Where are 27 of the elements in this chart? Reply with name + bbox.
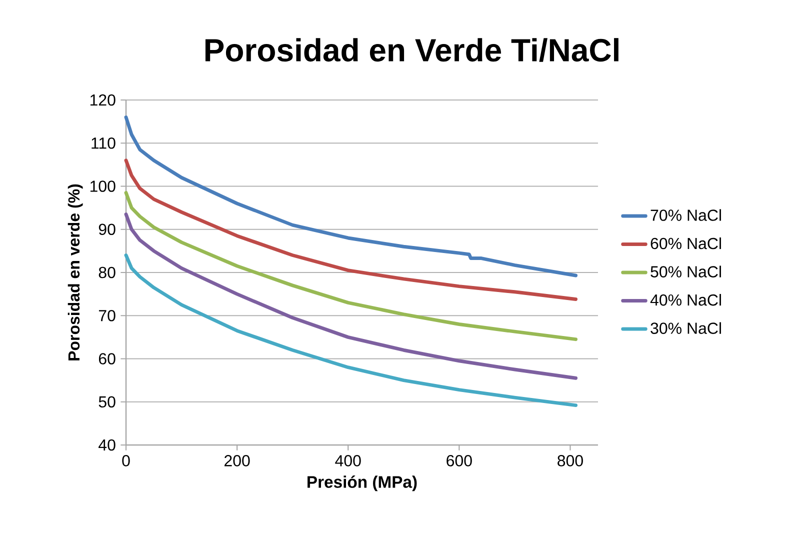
y-tick-label: 60 bbox=[98, 353, 116, 364]
line-series bbox=[124, 190, 578, 342]
x-tick-label: 600 bbox=[446, 455, 472, 466]
x-tick-label: 200 bbox=[224, 455, 250, 466]
y-tick-label: 80 bbox=[98, 266, 116, 278]
y-tick-label: 120 bbox=[90, 94, 116, 106]
line-series bbox=[124, 212, 578, 380]
y-axis-title: Porosidad en verde (%) bbox=[68, 184, 83, 360]
y-tick-label: 70 bbox=[98, 310, 116, 322]
legend-label: 60% NaCl bbox=[650, 237, 721, 250]
line-series bbox=[124, 254, 578, 408]
y-tick-label: 110 bbox=[92, 137, 116, 149]
line-series bbox=[124, 116, 578, 278]
legend-label: 70% NaCl bbox=[650, 209, 721, 221]
legend-label: 40% NaCl bbox=[650, 294, 721, 306]
x-tick-label: 400 bbox=[335, 455, 361, 466]
y-tick-label: 100 bbox=[90, 180, 116, 192]
y-tick-label: 50 bbox=[98, 396, 116, 408]
line-series bbox=[124, 158, 578, 301]
x-tick-label: 800 bbox=[558, 455, 583, 466]
y-tick-label: 40 bbox=[98, 439, 116, 451]
x-tick-label: 0 bbox=[122, 455, 130, 466]
legend-label: 30% NaCl bbox=[650, 322, 721, 334]
y-tick-label: 90 bbox=[98, 224, 116, 236]
x-axis-title: Presión (MPa) bbox=[308, 476, 417, 492]
chart-title: Porosidad en Verde Ti/NaCl bbox=[205, 38, 618, 62]
legend-label: 50% NaCl bbox=[650, 266, 721, 278]
